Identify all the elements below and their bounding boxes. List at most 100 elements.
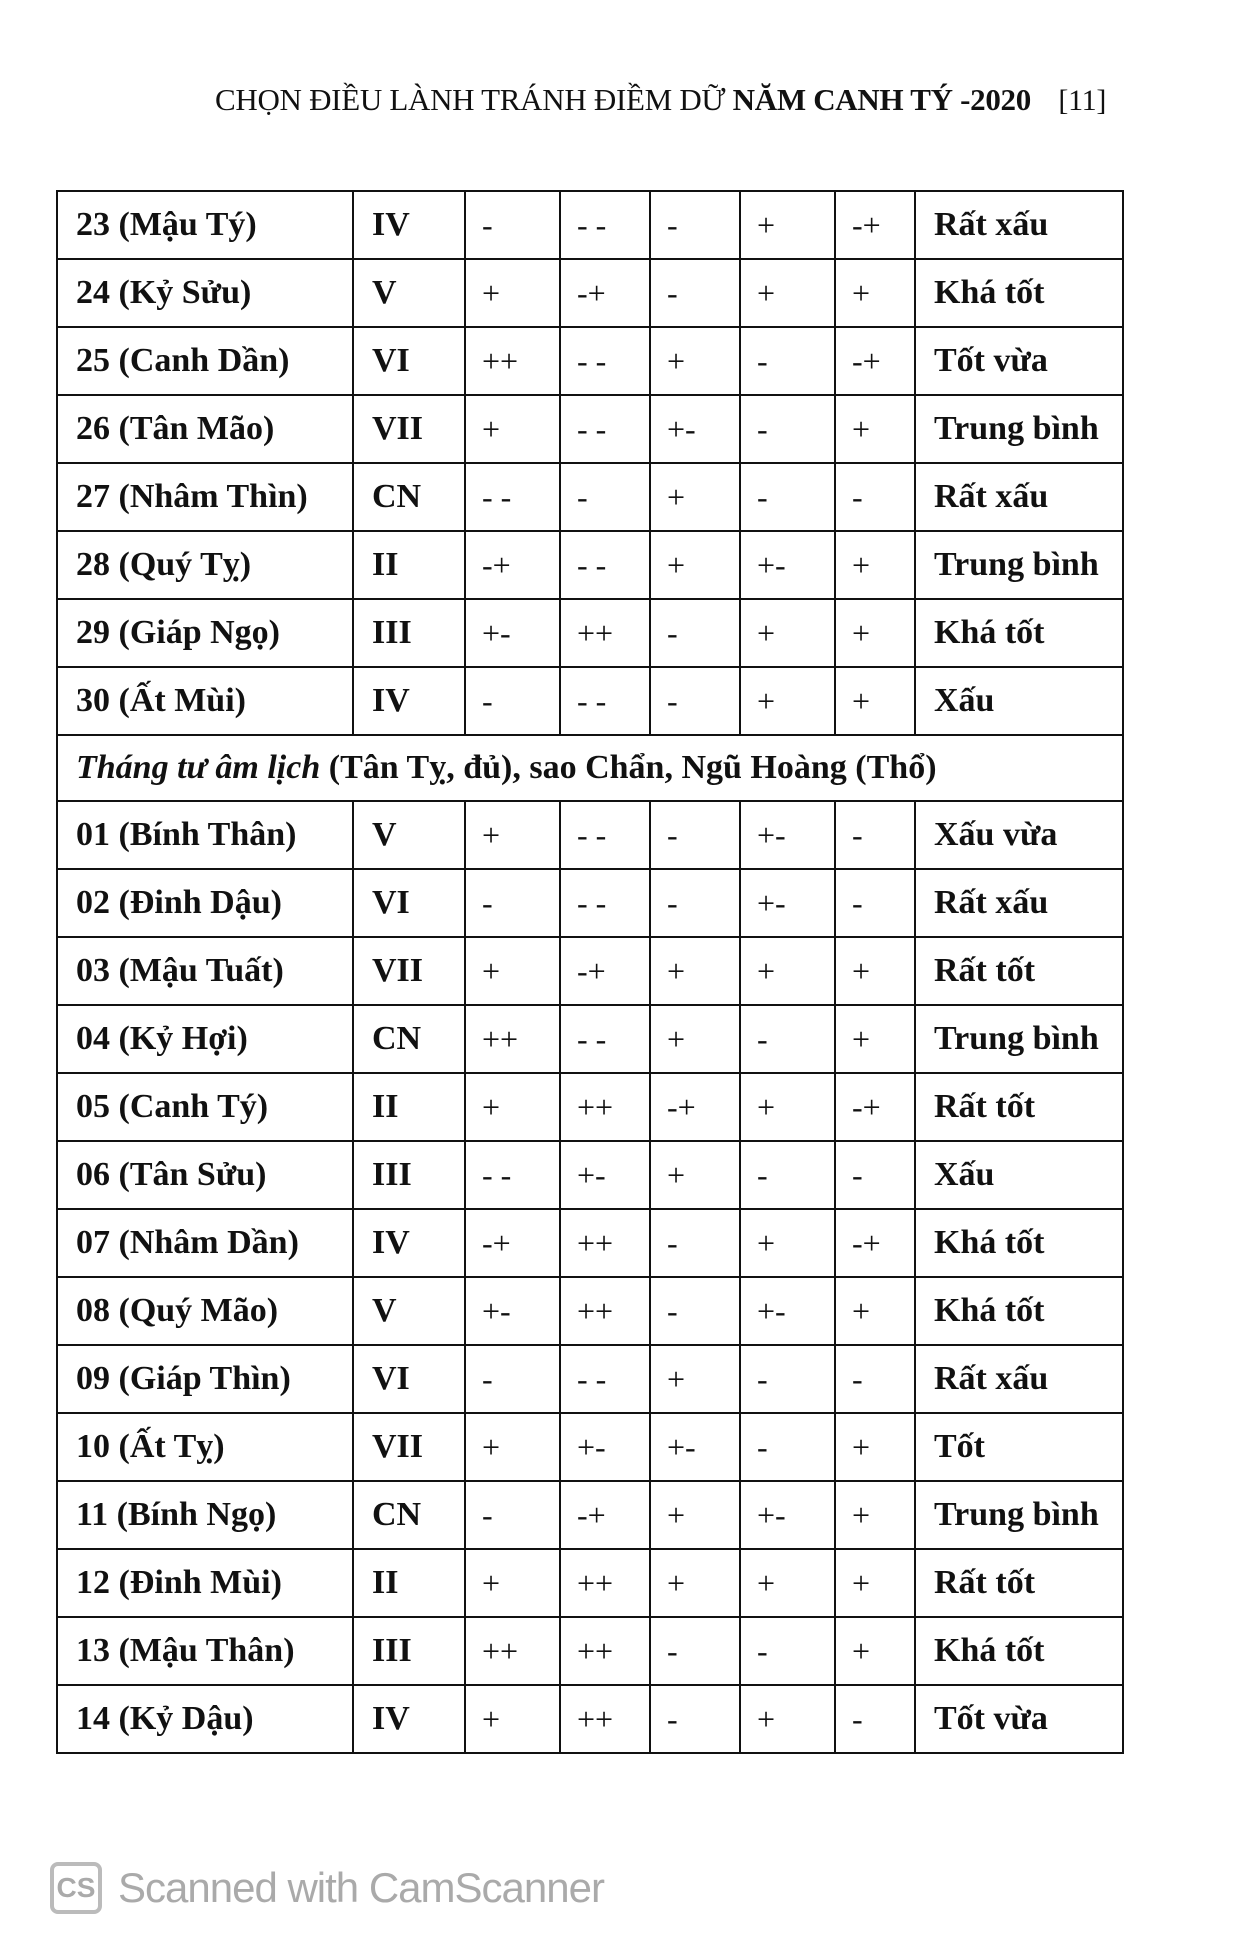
symbol-cell-2: - -	[559, 394, 651, 464]
symbol-cell-5: -+	[834, 1208, 916, 1278]
symbol-cell-4: +-	[739, 1276, 836, 1346]
day-cell: 30 (Ất Mùi)	[56, 666, 354, 736]
evaluation-cell: Rất xấu	[914, 868, 1124, 938]
symbol-cell-2: - -	[559, 530, 651, 600]
day-cell: 01 (Bính Thân)	[56, 800, 354, 870]
day-cell: 02 (Đinh Dậu)	[56, 868, 354, 938]
evaluation-cell: Khá tốt	[914, 1616, 1124, 1686]
symbol-cell-2: - -	[559, 868, 651, 938]
evaluation-cell: Rất xấu	[914, 1344, 1124, 1414]
symbol-cell-3: -	[649, 1208, 741, 1278]
table-row: 01 (Bính Thân) V + - - - +- - Xấu vừa	[56, 800, 1124, 870]
page-number: [11]	[1058, 84, 1107, 117]
symbol-cell-1: -+	[464, 1208, 561, 1278]
symbol-cell-1: - -	[464, 1140, 561, 1210]
day-cell: 26 (Tân Mão)	[56, 394, 354, 464]
symbol-cell-4: -	[739, 1344, 836, 1414]
weekday-cell: VI	[352, 326, 466, 396]
symbol-cell-5: -+	[834, 190, 916, 260]
table-row: 26 (Tân Mão) VII + - - +- - + Trung bình	[56, 394, 1124, 464]
symbol-cell-5: +	[834, 1276, 916, 1346]
symbol-cell-4: -	[739, 394, 836, 464]
symbol-cell-3: -	[649, 598, 741, 668]
day-cell: 08 (Quý Mão)	[56, 1276, 354, 1346]
symbol-cell-4: +	[739, 936, 836, 1006]
symbol-cell-1: +	[464, 394, 561, 464]
symbol-cell-5: +	[834, 1548, 916, 1618]
symbol-cell-1: +-	[464, 598, 561, 668]
section-row-month-4: Tháng tư âm lịch (Tân Tỵ, đủ), sao Chẩn,…	[56, 734, 1124, 802]
symbol-cell-2: -+	[559, 936, 651, 1006]
symbol-cell-2: - -	[559, 1344, 651, 1414]
symbol-cell-1: +	[464, 800, 561, 870]
symbol-cell-2: ++	[559, 1684, 651, 1754]
symbol-cell-4: -	[739, 462, 836, 532]
symbol-cell-4: +-	[739, 800, 836, 870]
evaluation-cell: Xấu vừa	[914, 800, 1124, 870]
symbol-cell-1: ++	[464, 1004, 561, 1074]
symbol-cell-1: -	[464, 190, 561, 260]
symbol-cell-2: ++	[559, 1208, 651, 1278]
symbol-cell-3: -+	[649, 1072, 741, 1142]
symbol-cell-2: ++	[559, 1276, 651, 1346]
weekday-cell: VI	[352, 868, 466, 938]
weekday-cell: IV	[352, 1208, 466, 1278]
symbol-cell-1: +	[464, 1684, 561, 1754]
symbol-cell-2: - -	[559, 800, 651, 870]
symbol-cell-3: +	[649, 1480, 741, 1550]
symbol-cell-2: +-	[559, 1412, 651, 1482]
evaluation-cell: Tốt	[914, 1412, 1124, 1482]
symbol-cell-5: -	[834, 1344, 916, 1414]
symbol-cell-4: -	[739, 326, 836, 396]
symbol-cell-2: -+	[559, 1480, 651, 1550]
weekday-cell: III	[352, 1140, 466, 1210]
symbol-cell-5: -	[834, 868, 916, 938]
symbol-cell-2: -+	[559, 258, 651, 328]
symbol-cell-3: +	[649, 530, 741, 600]
symbol-cell-3: -	[649, 800, 741, 870]
symbol-cell-2: - -	[559, 326, 651, 396]
symbol-cell-2: -	[559, 462, 651, 532]
symbol-cell-1: -+	[464, 530, 561, 600]
weekday-cell: VI	[352, 1344, 466, 1414]
table-row: 24 (Kỷ Sửu) V + -+ - + + Khá tốt	[56, 258, 1124, 328]
symbol-cell-5: +	[834, 936, 916, 1006]
symbol-cell-5: -	[834, 1140, 916, 1210]
weekday-cell: II	[352, 1072, 466, 1142]
day-cell: 11 (Bính Ngọ)	[56, 1480, 354, 1550]
symbol-cell-3: +	[649, 1140, 741, 1210]
evaluation-cell: Trung bình	[914, 1480, 1124, 1550]
symbol-cell-5: -+	[834, 1072, 916, 1142]
table-row: 23 (Mậu Tý) IV - - - - + -+ Rất xấu	[56, 190, 1124, 260]
symbol-cell-3: -	[649, 190, 741, 260]
evaluation-cell: Trung bình	[914, 1004, 1124, 1074]
symbol-cell-4: +	[739, 666, 836, 736]
symbol-cell-4: +	[739, 598, 836, 668]
evaluation-cell: Tốt vừa	[914, 1684, 1124, 1754]
symbol-cell-5: +	[834, 530, 916, 600]
symbol-cell-1: +	[464, 258, 561, 328]
weekday-cell: VII	[352, 394, 466, 464]
day-cell: 23 (Mậu Tý)	[56, 190, 354, 260]
symbol-cell-5: +	[834, 258, 916, 328]
evaluation-cell: Trung bình	[914, 394, 1124, 464]
symbol-cell-1: -	[464, 868, 561, 938]
camscanner-logo-icon: CS	[50, 1862, 102, 1914]
symbol-cell-5: +	[834, 394, 916, 464]
symbol-cell-5: +	[834, 1480, 916, 1550]
table-row: 29 (Giáp Ngọ) III +- ++ - + + Khá tốt	[56, 598, 1124, 668]
symbol-cell-3: +	[649, 1548, 741, 1618]
symbol-cell-1: +	[464, 1072, 561, 1142]
day-cell: 05 (Canh Tý)	[56, 1072, 354, 1142]
weekday-cell: II	[352, 1548, 466, 1618]
symbol-cell-2: ++	[559, 1616, 651, 1686]
symbol-cell-5: -	[834, 800, 916, 870]
symbol-cell-3: +	[649, 462, 741, 532]
symbol-cell-2: +-	[559, 1140, 651, 1210]
table-row: 04 (Kỷ Hợi) CN ++ - - + - + Trung bình	[56, 1004, 1124, 1074]
day-cell: 09 (Giáp Thìn)	[56, 1344, 354, 1414]
evaluation-cell: Rất tốt	[914, 1072, 1124, 1142]
day-cell: 03 (Mậu Tuất)	[56, 936, 354, 1006]
table-row: 13 (Mậu Thân) III ++ ++ - - + Khá tốt	[56, 1616, 1124, 1686]
symbol-cell-1: -	[464, 666, 561, 736]
